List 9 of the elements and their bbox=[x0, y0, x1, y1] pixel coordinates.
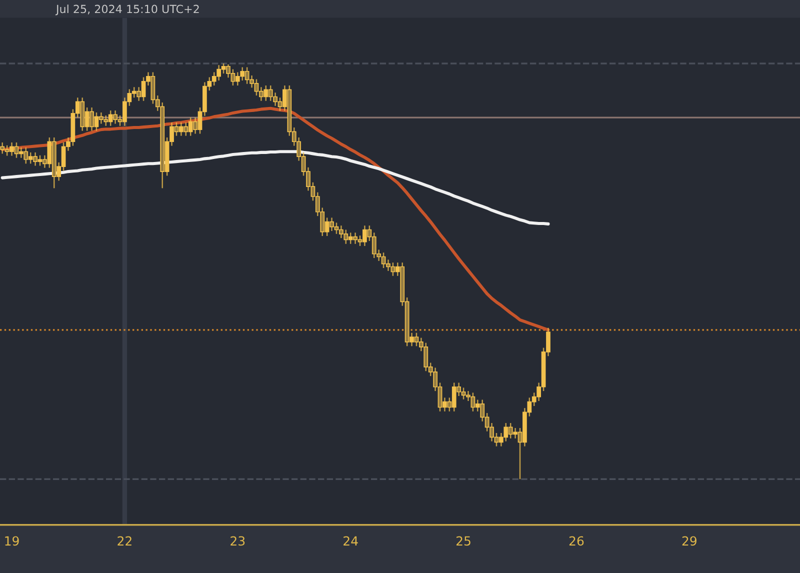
candlestick bbox=[0, 142, 5, 154]
x-tick-label: 29 bbox=[682, 536, 696, 546]
x-tick-label: 26 bbox=[569, 536, 584, 546]
x-tick-label: 23 bbox=[230, 536, 245, 546]
x-tick-label: 24 bbox=[344, 536, 358, 546]
x-tick-label: 25 bbox=[456, 536, 470, 546]
text: Jul 25, 2024 15:10 UTC+2 bbox=[55, 4, 199, 16]
x-tick-label: 19 bbox=[5, 536, 19, 546]
x-tick-label: 22 bbox=[118, 536, 132, 546]
